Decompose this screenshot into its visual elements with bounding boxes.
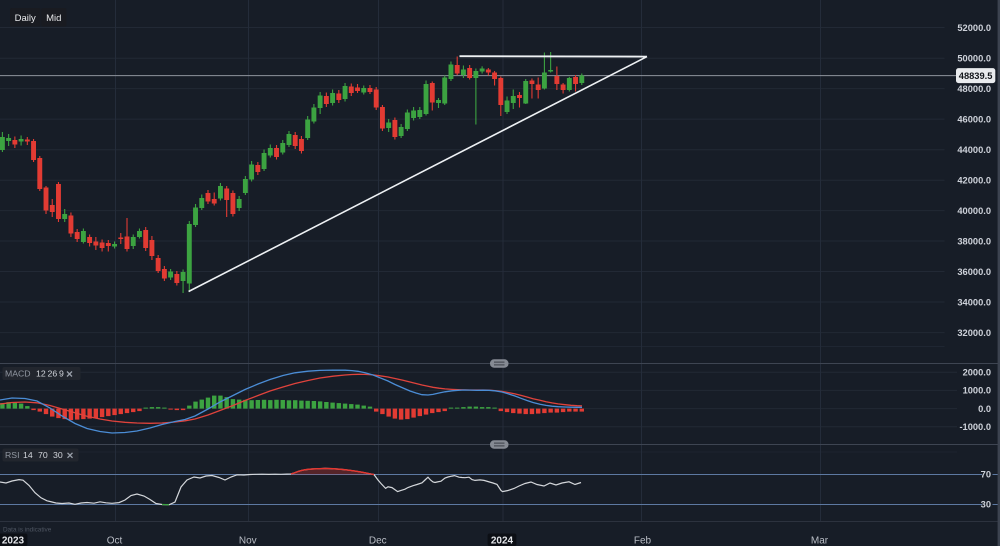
svg-text:48839.5: 48839.5 <box>959 71 993 81</box>
svg-text:30: 30 <box>53 450 63 460</box>
svg-text:Mid: Mid <box>46 13 61 24</box>
svg-text:70: 70 <box>38 450 48 460</box>
svg-text:48000.0: 48000.0 <box>957 84 991 94</box>
svg-text:2000.0: 2000.0 <box>963 368 991 378</box>
svg-text:RSI: RSI <box>5 450 19 460</box>
svg-text:32000.0: 32000.0 <box>957 328 991 338</box>
svg-text:42000.0: 42000.0 <box>957 176 991 186</box>
svg-text:12: 12 <box>36 369 46 379</box>
svg-text:Nov: Nov <box>239 536 257 546</box>
svg-text:50000.0: 50000.0 <box>957 54 991 64</box>
svg-text:36000.0: 36000.0 <box>957 267 991 277</box>
svg-text:44000.0: 44000.0 <box>957 145 991 155</box>
svg-text:46000.0: 46000.0 <box>957 114 991 124</box>
svg-text:30: 30 <box>981 500 991 510</box>
svg-text:Data is indicative: Data is indicative <box>3 527 52 534</box>
svg-text:14: 14 <box>23 450 33 460</box>
svg-text:Daily: Daily <box>15 13 36 24</box>
svg-text:Dec: Dec <box>369 536 387 546</box>
svg-text:52000.0: 52000.0 <box>957 23 991 33</box>
svg-text:-1000.0: -1000.0 <box>959 422 991 432</box>
svg-text:Oct: Oct <box>107 536 123 546</box>
svg-text:38000.0: 38000.0 <box>957 236 991 246</box>
svg-text:2024: 2024 <box>491 536 514 546</box>
svg-text:MACD: MACD <box>5 369 31 379</box>
svg-text:40000.0: 40000.0 <box>957 206 991 216</box>
svg-text:34000.0: 34000.0 <box>957 297 991 307</box>
svg-text:0.0: 0.0 <box>978 404 991 414</box>
svg-text:2023: 2023 <box>2 536 25 546</box>
svg-text:70: 70 <box>981 469 991 479</box>
svg-text:1000.0: 1000.0 <box>963 386 991 396</box>
svg-text:26: 26 <box>48 369 58 379</box>
svg-text:Feb: Feb <box>634 536 652 546</box>
svg-text:Mar: Mar <box>811 536 829 546</box>
svg-text:9: 9 <box>59 369 64 379</box>
